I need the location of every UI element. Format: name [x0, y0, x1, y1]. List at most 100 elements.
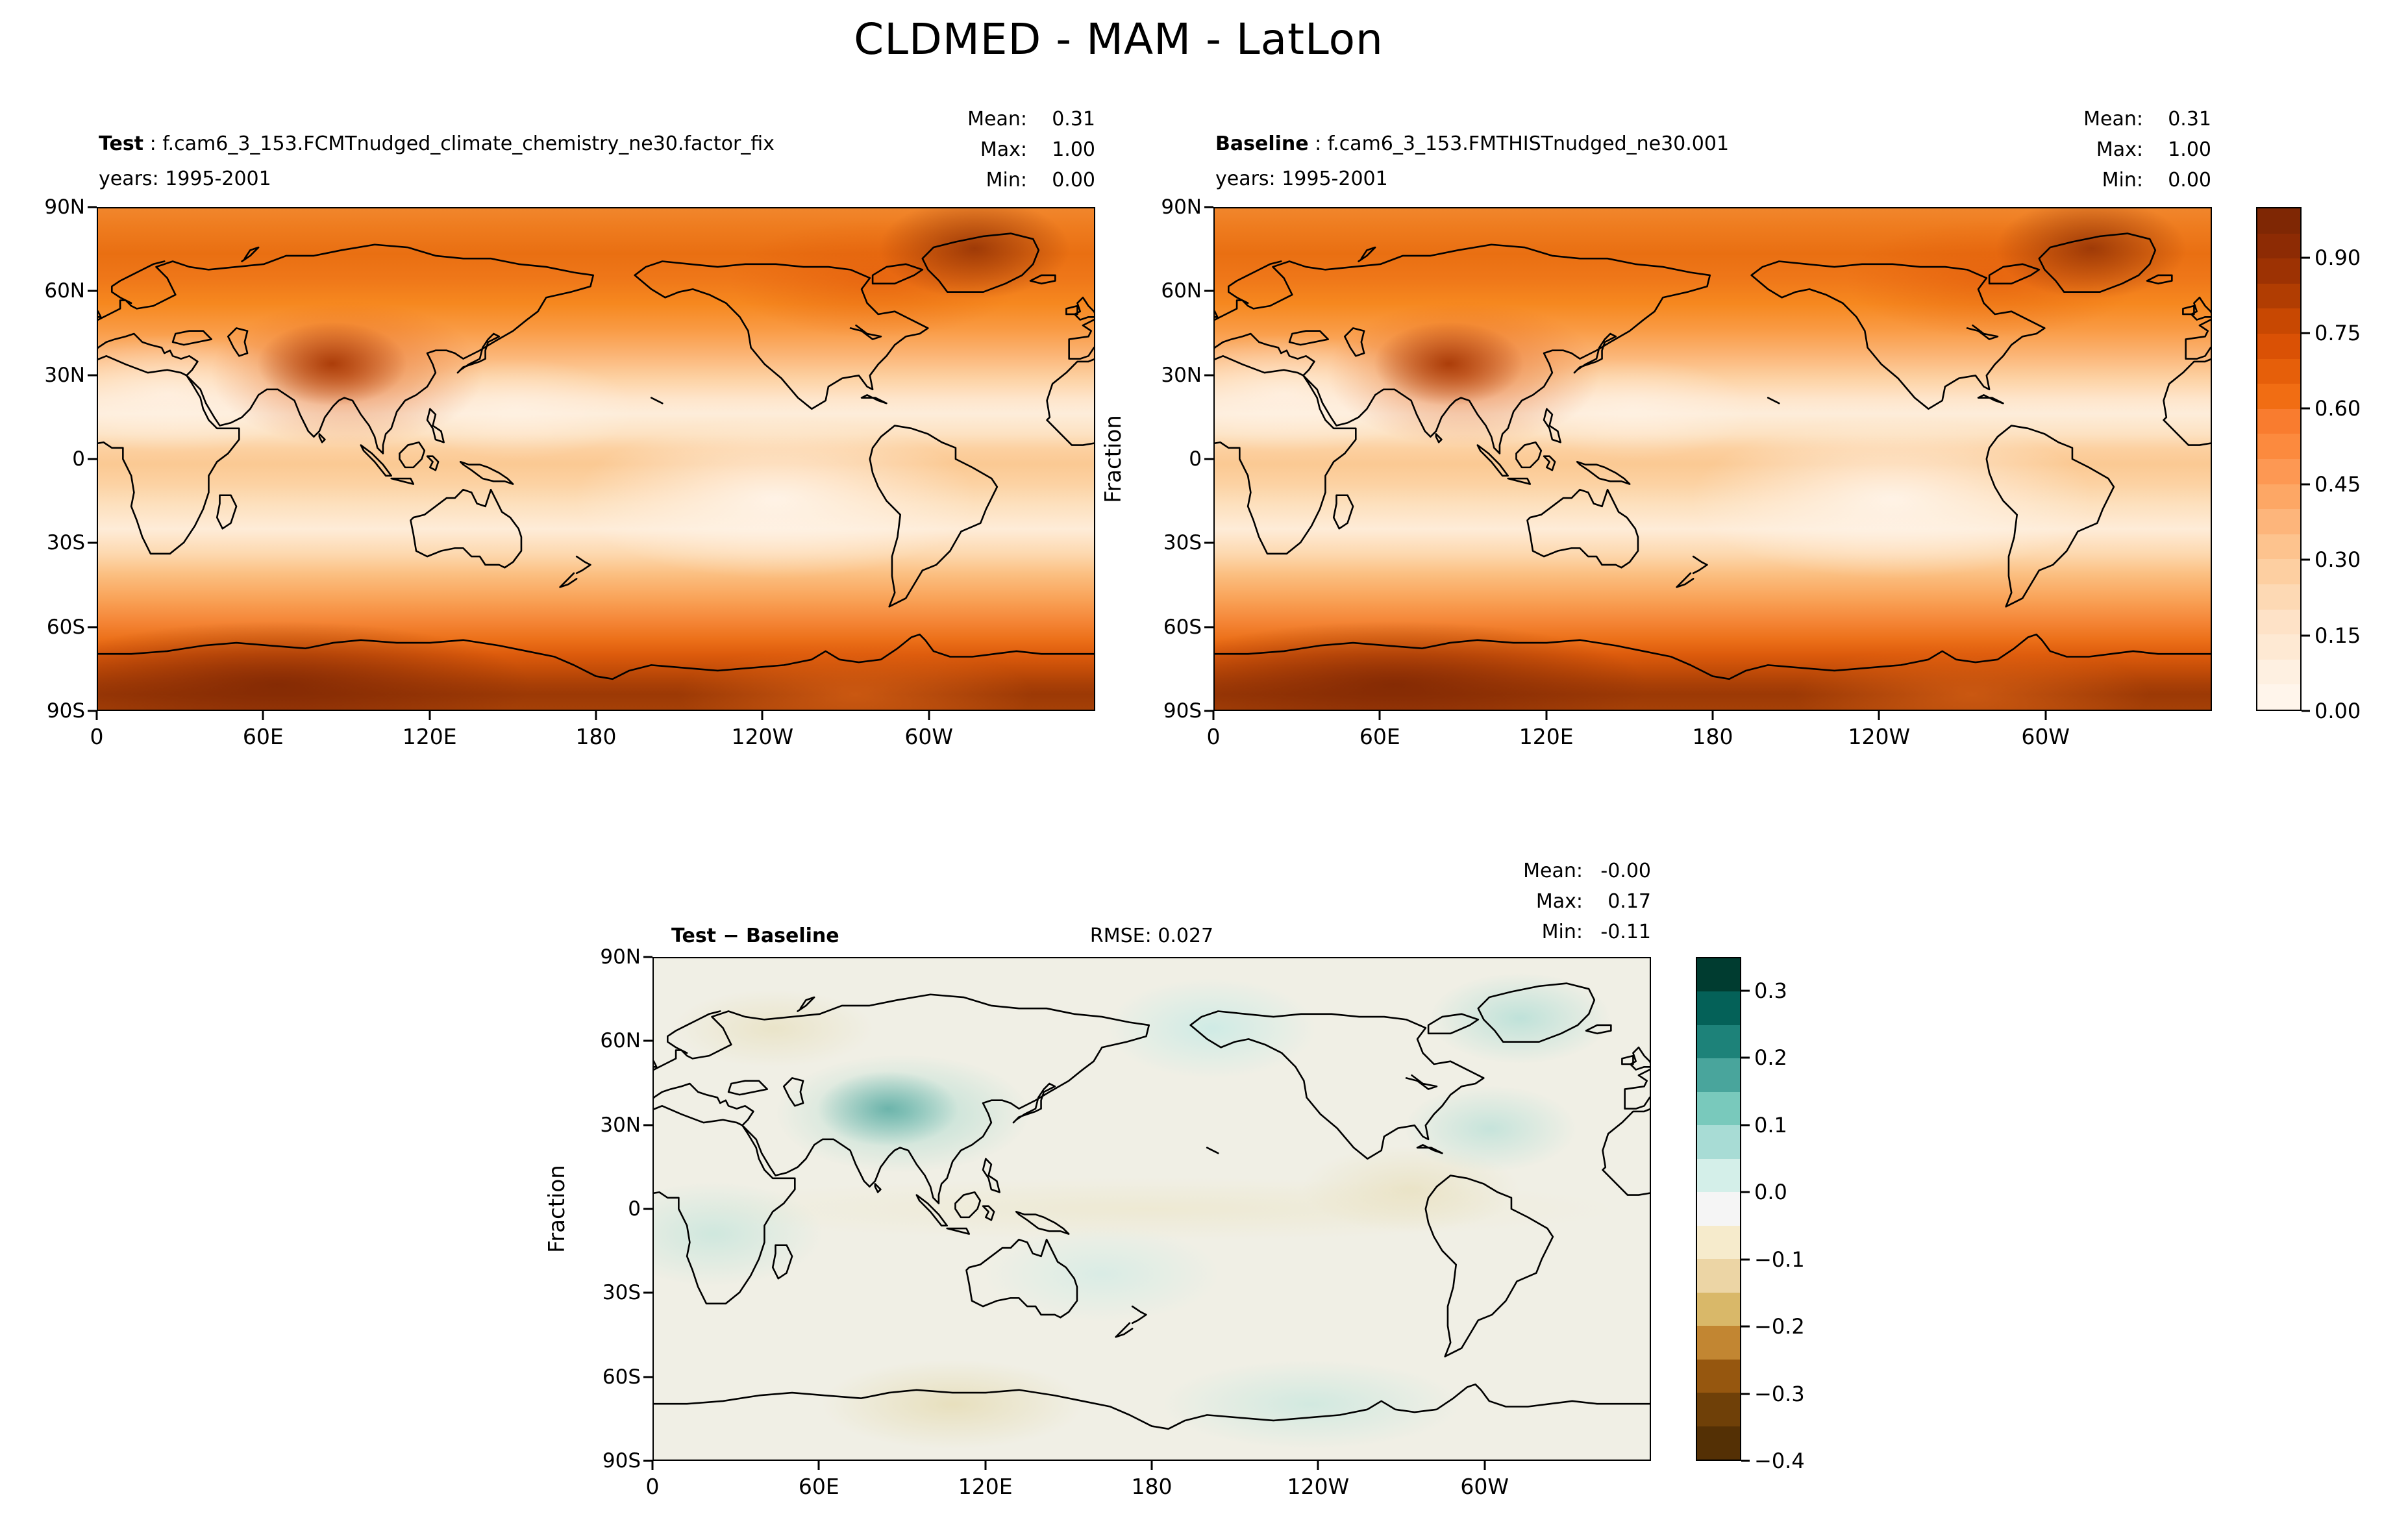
baseline-case-name: : f.cam6_3_153.FMTHISTnudged_ne30.001: [1308, 132, 1730, 155]
test-stat-mean: Mean: 0.31: [836, 104, 1095, 134]
diff-colorbar-segment: [1697, 1058, 1740, 1092]
baseline-stats: Mean: 0.31 Max: 1.00 Min: 0.00: [1952, 104, 2211, 195]
test-lat-tick-label: 90S: [46, 699, 85, 723]
baseline-contour-fill: [1215, 208, 2211, 710]
mean-label: Mean:: [1523, 860, 1583, 882]
baseline-lon-tick-label: 60E: [1359, 724, 1400, 749]
diff-lat-tick: [643, 1376, 652, 1378]
main-colorbar-segment: [2257, 659, 2300, 685]
test-lon-tick: [428, 711, 431, 720]
test-stat-min: Min: 0.00: [836, 165, 1095, 195]
diff-colorbar-tick: [1741, 1325, 1750, 1328]
mean-value: 0.31: [1052, 108, 1095, 131]
diff-map: [652, 957, 1651, 1461]
diff-lon-tick: [1483, 1461, 1486, 1470]
main-colorbar-segment: [2257, 283, 2300, 309]
diff-colorbar-tick-label: 0.1: [1754, 1112, 1787, 1137]
main-colorbar-tick-label: 0.60: [2315, 396, 2361, 421]
main-colorbar-tick: [2302, 256, 2310, 259]
diff-lat-tick: [643, 1208, 652, 1210]
diff-colorbar-tick: [1741, 1460, 1750, 1462]
diff-colorbar-tick-label: 0.3: [1754, 978, 1787, 1003]
diff-lon-tick: [1317, 1461, 1319, 1470]
baseline-lon-tick: [1711, 711, 1714, 720]
max-label: Max:: [2096, 138, 2143, 161]
diff-rmse: RMSE: 0.027: [1089, 925, 1214, 947]
test-lon-tick-label: 0: [90, 724, 104, 749]
diff-coastlines: [654, 958, 1650, 1460]
main-colorbar-tick-label: 0.90: [2315, 245, 2361, 270]
baseline-lon-tick-label: 120W: [1848, 724, 1911, 749]
baseline-lat-tick-label: 0: [1189, 447, 1202, 471]
diff-lat-tick-label: 30S: [602, 1281, 641, 1305]
test-lat-tick-label: 60S: [46, 615, 85, 639]
main-colorbar-tick: [2302, 407, 2310, 410]
main-colorbar-segment: [2257, 308, 2300, 334]
baseline-lat-tick: [1204, 374, 1213, 377]
diff-lat-tick: [643, 1460, 652, 1462]
baseline-lat-tick: [1204, 290, 1213, 292]
diff-panel-title: Test − Baseline: [671, 925, 839, 947]
diff-lon-tick-label: 180: [1131, 1474, 1173, 1499]
diff-lat-tick-label: 30N: [600, 1113, 641, 1137]
diff-colorbar-segment: [1697, 958, 1740, 992]
diff-colorbar-segment: [1697, 1125, 1740, 1159]
main-colorbar-tick-label: 0.15: [2315, 623, 2361, 648]
main-colorbar-tick: [2302, 558, 2310, 561]
mean-value: 0.31: [2168, 108, 2211, 131]
baseline-lat-tick-label: 30N: [1161, 363, 1202, 387]
baseline-lon-tick: [1878, 711, 1880, 720]
diff-colorbar-tick-label: 0.0: [1754, 1180, 1787, 1205]
test-case-name: : f.cam6_3_153.FCMTnudged_climate_chemis…: [143, 132, 775, 155]
baseline-label: Baseline: [1215, 132, 1309, 155]
baseline-lon-tick: [1378, 711, 1381, 720]
mean-label: Mean:: [967, 108, 1027, 131]
test-map: [97, 207, 1095, 711]
main-colorbar-segment: [2257, 358, 2300, 384]
diff-colorbar-segment: [1697, 1426, 1740, 1460]
main-colorbar-segment: [2257, 484, 2300, 510]
mean-label: Mean:: [2083, 108, 2143, 131]
main-colorbar-tick-label: 0.00: [2315, 699, 2361, 723]
test-lon-tick-label: 120E: [402, 724, 457, 749]
test-lat-tick: [88, 541, 97, 544]
min-label: Min:: [986, 169, 1027, 192]
main-colorbar-tick-label: 0.45: [2315, 471, 2361, 497]
min-value: 0.00: [2168, 169, 2211, 192]
diff-colorbar-segment: [1697, 1025, 1740, 1059]
min-label: Min:: [1541, 921, 1583, 943]
main-colorbar-segment: [2257, 208, 2300, 234]
max-value: 1.00: [2168, 138, 2211, 161]
diff-colorbar-segment: [1697, 1359, 1740, 1393]
test-contour-fill: [98, 208, 1094, 710]
baseline-lon-tick-label: 60W: [2021, 724, 2070, 749]
diff-stats: Mean: -0.00 Max: 0.17 Min: -0.11: [1391, 856, 1651, 947]
diff-colorbar-segment: [1697, 1158, 1740, 1193]
baseline-lat-tick-label: 60S: [1163, 615, 1202, 639]
diff-colorbar-segment: [1697, 1259, 1740, 1293]
diff-stat-mean: Mean: -0.00: [1391, 856, 1651, 886]
diff-colorbar-tick: [1741, 1124, 1750, 1126]
fraction-colorbar: [2256, 207, 2302, 711]
max-label: Max:: [1535, 890, 1583, 913]
figure-title: CLDMED - MAM - LatLon: [854, 14, 1384, 64]
baseline-lon-tick-label: 0: [1206, 724, 1221, 749]
diff-lon-tick-label: 120E: [958, 1474, 1013, 1499]
main-colorbar-tick: [2302, 634, 2310, 637]
test-lat-tick-label: 0: [72, 447, 85, 471]
diff-ylabel: Fraction: [544, 1165, 570, 1253]
min-value: -0.11: [1600, 921, 1651, 943]
diff-lat-tick-label: 90S: [602, 1449, 641, 1473]
test-lat-tick-label: 90N: [44, 195, 85, 219]
diff-colorbar-segment: [1697, 991, 1740, 1025]
main-colorbar-segment: [2257, 609, 2300, 635]
diff-lon-tick: [1150, 1461, 1153, 1470]
baseline-lat-tick: [1204, 541, 1213, 544]
baseline-ylabel: Fraction: [1100, 415, 1126, 503]
test-panel-title: Test : f.cam6_3_153.FCMTnudged_climate_c…: [99, 130, 775, 158]
diff-lat-tick-label: 60S: [602, 1365, 641, 1389]
diff-contour-fill: [654, 958, 1650, 1460]
diff-colorbar-tick-label: −0.4: [1754, 1448, 1805, 1473]
diff-colorbar-tick: [1741, 1191, 1750, 1193]
